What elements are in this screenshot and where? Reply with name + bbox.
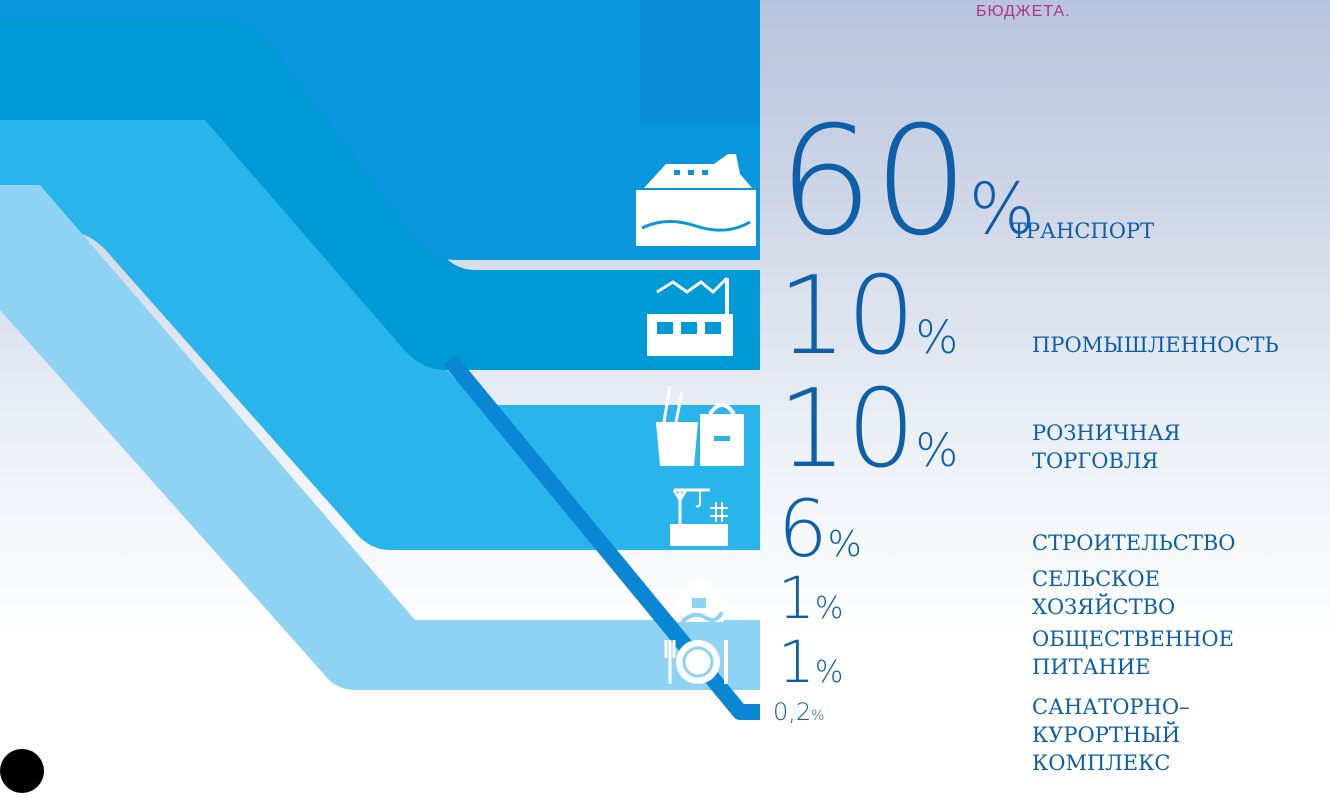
value-unit: % bbox=[811, 708, 824, 724]
value-unit: % bbox=[915, 311, 958, 364]
value-number: 10 bbox=[778, 367, 915, 492]
value-label: 10% bbox=[778, 254, 958, 379]
value-label: 1% bbox=[778, 564, 843, 632]
retail-flow-band bbox=[0, 120, 760, 550]
chart-row-2: 10% ПРОМЫШЛЕННОСТЬ bbox=[778, 254, 1279, 379]
value-label: 0,2% bbox=[773, 698, 824, 726]
category-line: ПРОМЫШЛЕННОСТЬ bbox=[1032, 333, 1279, 357]
category-line: ПИТАНИЕ bbox=[1032, 655, 1151, 679]
value-number: 1 bbox=[778, 564, 815, 632]
value-label: 1% bbox=[778, 628, 843, 696]
category-line: СЕЛЬСКОЕ bbox=[1032, 567, 1160, 591]
category-label: РОЗНИЧНАЯ ТОРГОВЛЯ bbox=[1032, 421, 1180, 473]
value-unit: % bbox=[828, 524, 862, 565]
sanatorium-flow-line bbox=[443, 354, 760, 720]
chart-row-5: 1% СЕЛЬСКОЕ ХОЗЯЙСТВО bbox=[778, 564, 1175, 632]
value-unit: % bbox=[915, 424, 958, 477]
value-number: 1 bbox=[778, 628, 815, 696]
value-unit: % bbox=[815, 591, 844, 626]
category-label: СЕЛЬСКОЕ ХОЗЯЙСТВО bbox=[1032, 567, 1175, 619]
chart-row-4: 6% СТРОИТЕЛЬСТВО bbox=[778, 485, 1235, 575]
chart-row-6: 1% ОБЩЕСТВЕННОЕ ПИТАНИЕ bbox=[778, 627, 1234, 696]
chart-row-7: 0,2% САНАТОРНО– КУРОРТНЫЙ КОМПЛЕКС bbox=[773, 695, 1190, 775]
ship-icon bbox=[636, 154, 756, 246]
industry-flow-band bbox=[0, 20, 760, 370]
value-number: 6 bbox=[778, 485, 828, 575]
value-label: 60% bbox=[778, 95, 1035, 269]
farm-house-icon bbox=[676, 576, 724, 624]
category-label: САНАТОРНО– КУРОРТНЫЙ КОМПЛЕКС bbox=[1032, 695, 1190, 775]
category-label: ТРАНСПОРТ bbox=[1012, 219, 1154, 243]
value-unit: % bbox=[969, 168, 1036, 250]
chart-bands bbox=[0, 0, 760, 720]
value-number: 0,2 bbox=[773, 698, 811, 726]
black-dot bbox=[0, 749, 44, 793]
value-label: 6% bbox=[778, 485, 862, 575]
transport-flow-band bbox=[0, 0, 760, 260]
category-line: ОБЩЕСТВЕННОЕ bbox=[1032, 627, 1234, 651]
chart-row-3: 10% РОЗНИЧНАЯ ТОРГОВЛЯ bbox=[778, 367, 1180, 492]
factory-icon bbox=[647, 276, 733, 356]
dining-plate-icon bbox=[664, 640, 728, 684]
value-number: 10 bbox=[778, 254, 915, 379]
header-caption: БЮДЖЕТА. bbox=[976, 3, 1071, 20]
value-number: 60 bbox=[778, 95, 969, 269]
category-line: ТОРГОВЛЯ bbox=[1032, 449, 1158, 473]
category-line: ТРАНСПОРТ bbox=[1012, 219, 1154, 243]
category-label: СТРОИТЕЛЬСТВО bbox=[1032, 531, 1235, 555]
category-line: КУРОРТНЫЙ bbox=[1032, 722, 1180, 747]
category-label: ПРОМЫШЛЕННОСТЬ bbox=[1032, 333, 1279, 357]
category-line: КОМПЛЕКС bbox=[1032, 751, 1170, 775]
category-line: САНАТОРНО– bbox=[1032, 695, 1190, 719]
chart-row-1: 60%ТРАНСПОРТ bbox=[778, 95, 1154, 269]
value-unit: % bbox=[815, 655, 844, 690]
category-line: СТРОИТЕЛЬСТВО bbox=[1032, 531, 1235, 555]
construction-crane-icon bbox=[670, 488, 728, 546]
category-line: ХОЗЯЙСТВО bbox=[1032, 594, 1175, 619]
value-label: 10% bbox=[778, 367, 958, 492]
shopping-bags-icon bbox=[656, 385, 744, 466]
category-line: РОЗНИЧНАЯ bbox=[1032, 421, 1180, 445]
category-label: ОБЩЕСТВЕННОЕ ПИТАНИЕ bbox=[1032, 627, 1234, 679]
